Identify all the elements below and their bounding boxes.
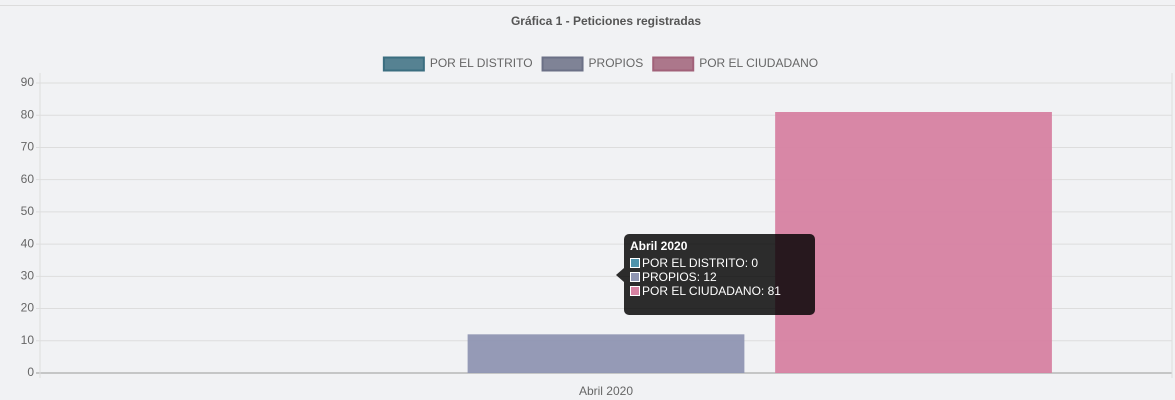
tooltip-arrow: [616, 268, 624, 282]
tooltip-swatch: [630, 272, 640, 282]
tooltip-series-name: POR EL DISTRITO: [642, 256, 745, 270]
tooltip-value: 81: [767, 284, 781, 298]
tooltip-series-name: POR EL CIUDADANO: [642, 284, 761, 298]
legend-swatch: [652, 56, 695, 72]
tooltip-row: PROPIOS: 12: [630, 270, 809, 284]
y-tick-label: 80: [21, 107, 35, 121]
legend: POR EL DISTRITO PROPIOS POR EL CIUDADANO: [382, 56, 818, 72]
y-tick-label: 60: [21, 172, 35, 186]
legend-swatch: [541, 56, 584, 72]
tooltip-row: POR EL CIUDADANO: 81: [630, 284, 809, 298]
x-tick-label: Abril 2020: [579, 384, 633, 398]
y-tick-label: 10: [21, 333, 35, 347]
y-tick-label: 40: [21, 236, 35, 250]
tooltip-value: 12: [703, 270, 717, 284]
tooltip: Abril 2020 POR EL DISTRITO: 0 PROPIOS: 12…: [624, 234, 815, 315]
y-tick-label: 0: [27, 365, 34, 379]
tooltip-swatch: [630, 286, 640, 296]
bar: [467, 334, 745, 373]
tooltip-swatch: [630, 258, 640, 268]
legend-label: PROPIOS: [589, 56, 644, 70]
tooltip-value: 0: [751, 256, 759, 270]
legend-label: POR EL CIUDADANO: [699, 56, 818, 70]
legend-swatch: [382, 56, 425, 72]
legend-label: POR EL DISTRITO: [430, 56, 533, 70]
y-tick-label: 90: [21, 75, 35, 89]
tooltip-title: Abril 2020: [630, 239, 688, 253]
y-tick-label: 70: [21, 140, 35, 154]
bar: [775, 112, 1052, 373]
y-tick-label: 50: [21, 204, 35, 218]
y-tick-label: 30: [21, 269, 35, 283]
y-tick-label: 20: [21, 301, 35, 315]
chart-title: Gráfica 1 - Peticiones registradas: [511, 14, 701, 28]
tooltip-series-name: PROPIOS: [642, 270, 697, 284]
tooltip-row: POR EL DISTRITO: 0: [630, 256, 809, 270]
